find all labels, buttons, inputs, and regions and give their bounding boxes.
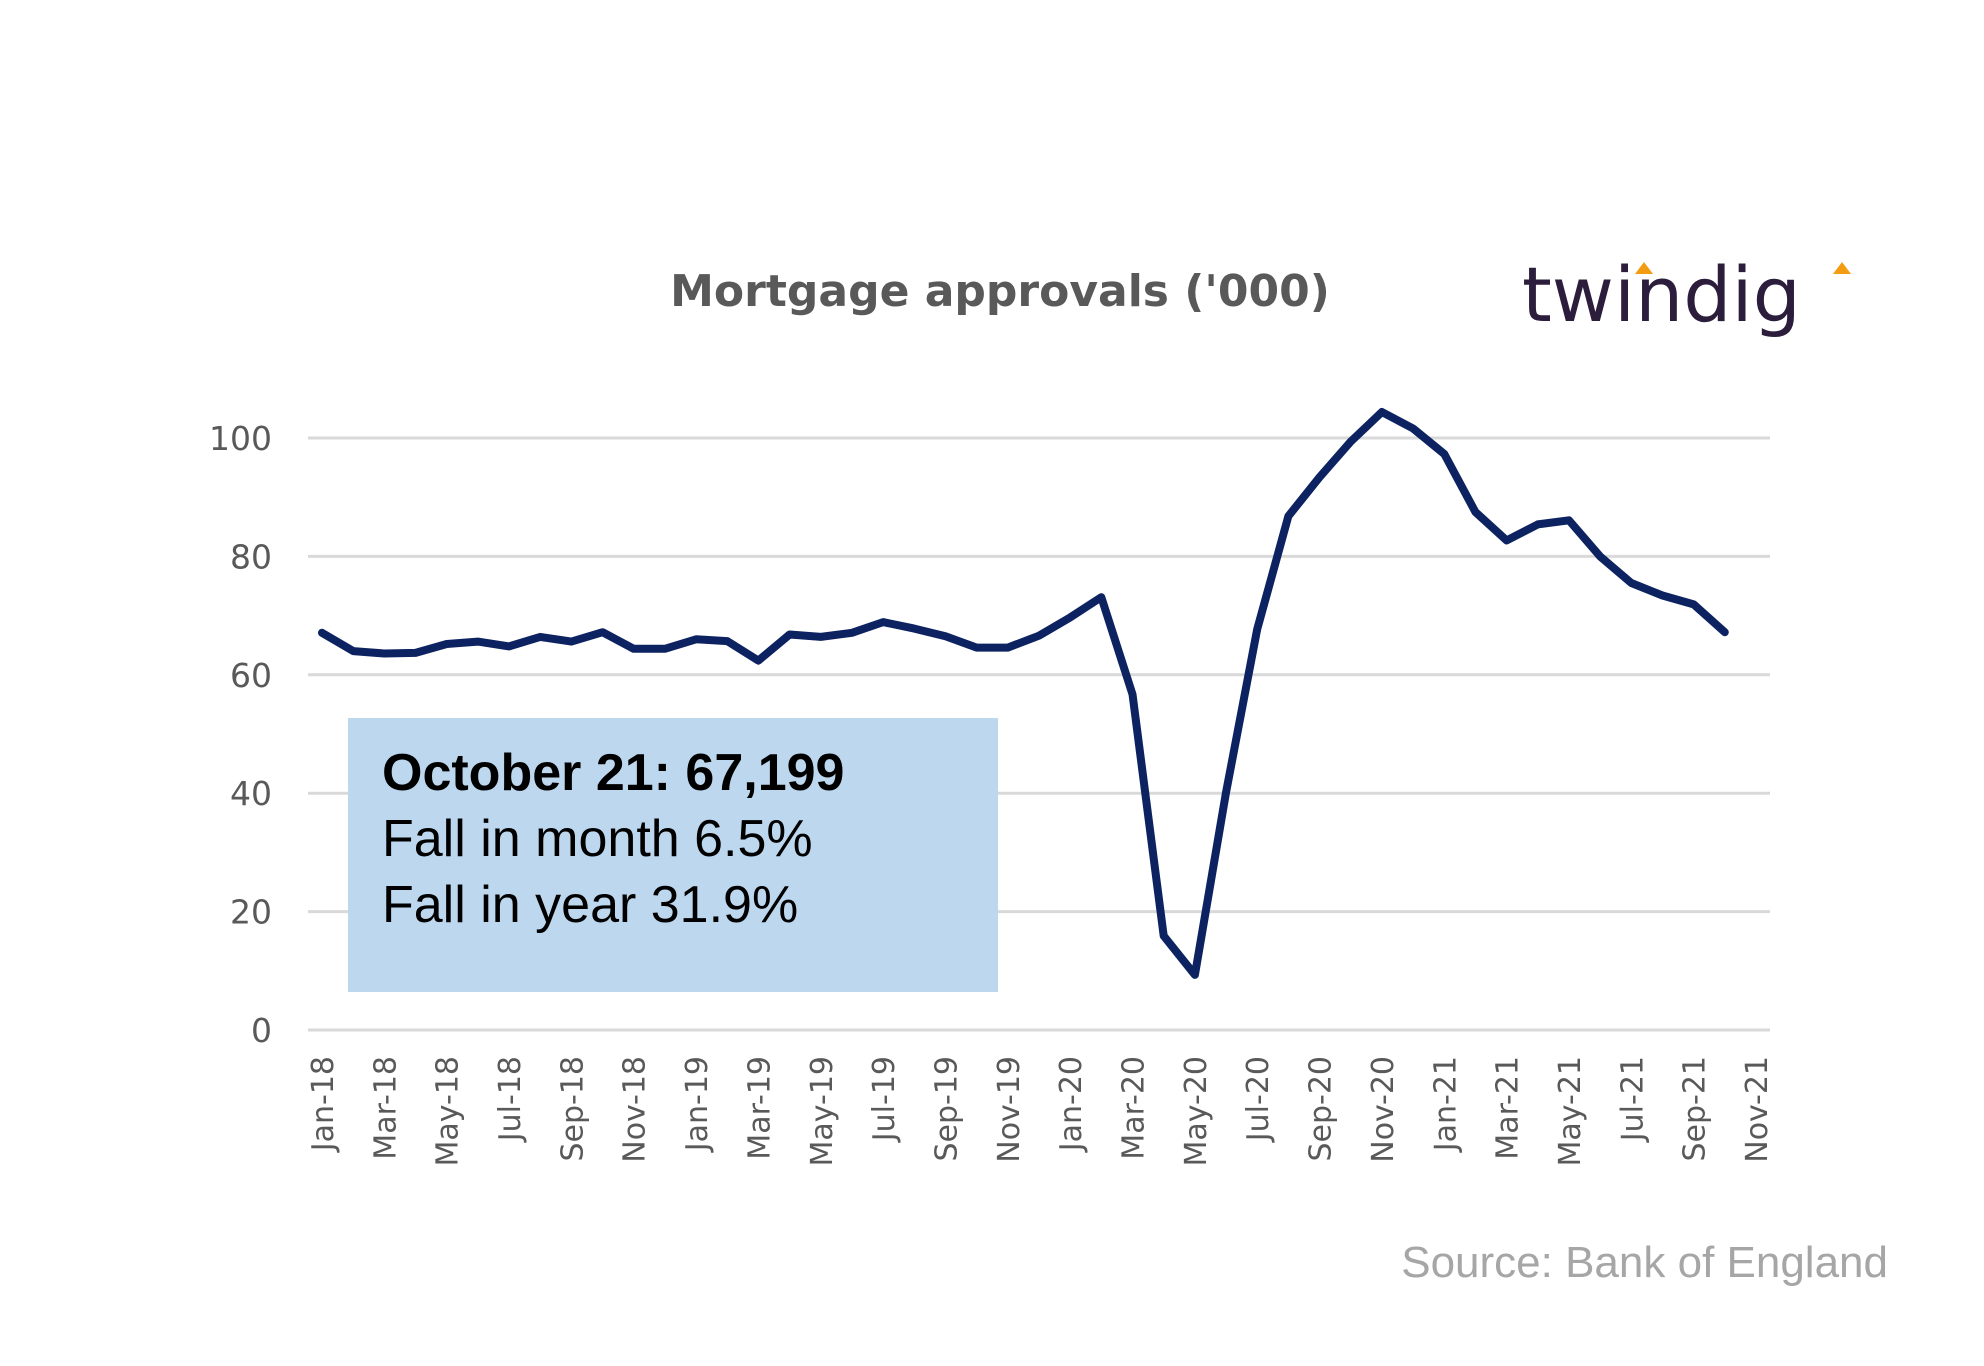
x-tick-label: Jan-21 (1428, 1056, 1463, 1153)
x-tick-label: Mar-21 (1491, 1056, 1526, 1160)
y-tick-label: 20 (230, 893, 272, 932)
x-tick-label: Sep-21 (1678, 1056, 1713, 1162)
x-tick-label: Jul-19 (867, 1056, 902, 1143)
y-tick-label: 60 (230, 656, 272, 695)
annotation-month-change: Fall in month 6.5% (382, 810, 813, 868)
x-tick-label: Mar-20 (1117, 1056, 1152, 1160)
x-tick-label: May-19 (805, 1056, 840, 1167)
x-tick-label: Jul-21 (1615, 1056, 1650, 1143)
x-tick-label: Nov-19 (992, 1056, 1027, 1163)
x-tick-label: Nov-21 (1740, 1056, 1775, 1163)
x-tick-label: Nov-18 (618, 1056, 653, 1163)
twindig-logo: twindig (1522, 250, 1801, 339)
logo-accent-icon (1635, 262, 1653, 274)
x-tick-label: Jan-19 (680, 1056, 715, 1153)
x-tick-label: Jan-20 (1054, 1056, 1089, 1153)
x-tick-label: Mar-19 (742, 1056, 777, 1160)
x-tick-label: Sep-20 (1304, 1056, 1339, 1162)
annotation-headline: October 21: 67,199 (382, 744, 845, 802)
x-tick-label: Sep-19 (929, 1056, 964, 1162)
x-tick-label: Jul-20 (1241, 1056, 1276, 1143)
x-tick-label: May-18 (431, 1056, 466, 1167)
x-tick-label: Jan-18 (306, 1056, 341, 1153)
x-tick-label: May-20 (1179, 1056, 1214, 1167)
y-axis-tick-labels: 0 20 40 60 80 100 (209, 419, 272, 1050)
logo-accent-icon-2 (1833, 262, 1851, 274)
series-line-mortgage-approvals (318, 408, 1729, 979)
x-tick-label: Jul-18 (493, 1056, 528, 1143)
y-tick-label: 0 (251, 1011, 272, 1050)
annotation-year-change: Fall in year 31.9% (382, 876, 799, 934)
y-tick-label: 80 (230, 537, 272, 576)
series-layer (318, 408, 1729, 979)
annotation-box: October 21: 67,199 Fall in month 6.5% Fa… (348, 718, 998, 992)
x-tick-label: May-21 (1553, 1056, 1588, 1167)
x-tick-label: Nov-20 (1366, 1056, 1401, 1163)
x-axis-tick-labels: Jan-18 Mar-18 May-18 Jul-18 Sep-18 Nov-18 Jan-… (306, 1056, 1775, 1167)
y-tick-label: 100 (209, 419, 272, 458)
x-tick-label: Sep-18 (555, 1056, 590, 1162)
source-note: Source: Bank of England (1401, 1238, 1888, 1287)
y-tick-label: 40 (230, 774, 272, 813)
x-tick-label: Mar-18 (368, 1056, 403, 1160)
chart-title: Mortgage approvals ('000) (670, 266, 1330, 317)
